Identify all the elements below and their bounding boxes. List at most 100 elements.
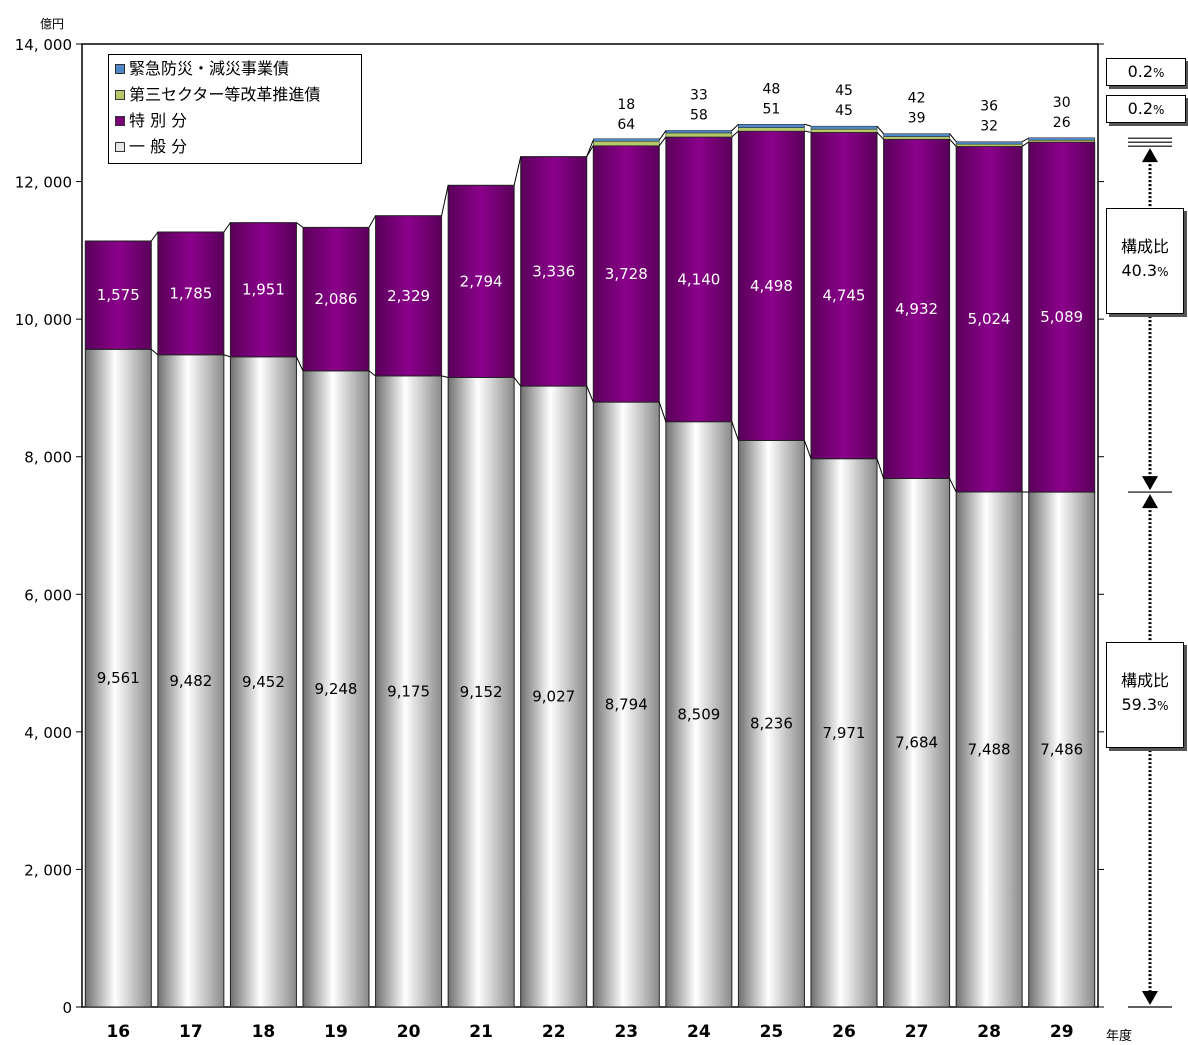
data-label-general-22: 9,027 [532, 688, 575, 706]
bar-third-sector-26 [811, 129, 877, 132]
data-label-special-25: 4,498 [750, 277, 793, 295]
y-tick-label-7: 14, 000 [15, 36, 72, 54]
data-label-third-sector-28: 32 [980, 119, 998, 135]
legend-swatch-general [115, 142, 125, 152]
bar-disaster-25 [738, 124, 804, 127]
data-label-third-sector-23: 64 [617, 117, 635, 133]
legend-label-disaster: 緊急防災・減災事業債 [129, 59, 289, 79]
data-label-third-sector-25: 51 [763, 101, 781, 117]
data-label-disaster-27: 42 [908, 91, 926, 107]
x-tick-label-18: 18 [252, 1022, 276, 1041]
data-label-special-17: 1,785 [169, 284, 212, 302]
legend-item-disaster: 緊急防災・減災事業債 [115, 59, 289, 79]
arrowhead-special-down [1142, 476, 1158, 490]
arrowhead-general-up [1142, 494, 1158, 508]
data-label-third-sector-26: 45 [835, 103, 853, 119]
x-tick-label-27: 27 [905, 1022, 929, 1041]
y-tick-label-0: 0 [62, 999, 72, 1017]
data-label-disaster-25: 48 [763, 81, 781, 97]
bar-disaster-24 [666, 130, 732, 133]
data-label-special-21: 2,794 [460, 272, 503, 290]
data-label-special-23: 3,728 [605, 265, 648, 283]
bar-disaster-26 [811, 126, 877, 129]
data-label-general-27: 7,684 [895, 734, 938, 752]
data-label-special-22: 3,336 [532, 262, 575, 280]
x-tick-label-19: 19 [324, 1022, 348, 1041]
bar-third-sector-27 [884, 137, 950, 140]
ratio-box-disaster: 0.2% [1106, 58, 1186, 86]
data-label-special-20: 2,329 [387, 287, 430, 305]
bar-third-sector-25 [738, 128, 804, 132]
legend-label-third-sector: 第三セクター等改革推進債 [129, 85, 320, 105]
y-tick-label-4: 8, 000 [24, 449, 72, 467]
data-label-general-16: 9,561 [97, 669, 140, 687]
y-tick-label-2: 4, 000 [24, 724, 72, 742]
legend-item-general: 一 般 分 [115, 137, 187, 157]
data-label-general-21: 9,152 [460, 683, 503, 701]
ratio-box-third-sector: 0.2% [1106, 95, 1186, 123]
legend-item-special: 特 別 分 [115, 111, 187, 131]
x-tick-label-26: 26 [832, 1022, 856, 1041]
legend-label-general: 一 般 分 [129, 137, 187, 157]
data-label-general-23: 8,794 [605, 696, 648, 714]
ratio-pct-general: % [1157, 699, 1168, 713]
x-tick-label-23: 23 [614, 1022, 638, 1041]
legend-swatch-special [115, 116, 125, 126]
legend-swatch-third-sector [115, 90, 125, 100]
bar-third-sector-24 [666, 133, 732, 137]
data-label-special-29: 5,089 [1040, 308, 1083, 326]
data-label-third-sector-29: 26 [1053, 115, 1071, 131]
x-tick-label-28: 28 [977, 1022, 1001, 1041]
ratio-pct-third-sector: % [1153, 103, 1164, 117]
data-label-disaster-23: 18 [617, 97, 635, 113]
y-tick-label-1: 2, 000 [24, 861, 72, 879]
ratio-value-third-sector: 0.2 [1128, 99, 1153, 118]
legend: 緊急防災・減災事業債 第三セクター等改革推進債 特 別 分 一 般 分 [108, 54, 362, 164]
ratio-label-general: 構成比 [1107, 669, 1183, 693]
data-label-general-26: 7,971 [823, 724, 866, 742]
x-tick-label-16: 16 [106, 1022, 130, 1041]
legend-swatch-disaster [115, 64, 125, 74]
ratio-box-special: 構成比 40.3% [1106, 208, 1184, 314]
bar-disaster-23 [593, 139, 659, 142]
legend-item-third-sector: 第三セクター等改革推進債 [115, 85, 320, 105]
data-label-disaster-26: 45 [835, 83, 853, 99]
ratio-value-disaster: 0.2 [1128, 62, 1153, 81]
data-label-general-18: 9,452 [242, 673, 285, 691]
data-label-special-27: 4,932 [895, 300, 938, 318]
unit-label: 億円 [40, 17, 64, 31]
data-label-disaster-28: 36 [980, 99, 998, 115]
arrowhead-special-up [1142, 148, 1158, 162]
data-label-general-28: 7,488 [968, 740, 1011, 758]
data-label-disaster-24: 33 [690, 88, 708, 104]
legend-label-special: 特 別 分 [129, 111, 187, 131]
x-tick-label-25: 25 [760, 1022, 784, 1041]
x-tick-label-22: 22 [542, 1022, 566, 1041]
x-tick-label-21: 21 [469, 1022, 493, 1041]
data-label-general-20: 9,175 [387, 682, 430, 700]
x-tick-label-24: 24 [687, 1022, 711, 1041]
bar-disaster-27 [884, 134, 950, 137]
bar-disaster-29 [1029, 138, 1095, 141]
data-label-third-sector-24: 58 [690, 108, 708, 124]
ratio-value-general: 59.3 [1121, 695, 1157, 714]
x-tick-label-17: 17 [179, 1022, 203, 1041]
data-label-special-18: 1,951 [242, 281, 285, 299]
data-label-general-25: 8,236 [750, 715, 793, 733]
ratio-pct-disaster: % [1153, 66, 1164, 80]
data-label-special-28: 5,024 [968, 310, 1011, 328]
y-tick-label-5: 10, 000 [15, 311, 72, 329]
y-tick-label-6: 12, 000 [15, 174, 72, 192]
x-axis-label: 年度 [1106, 1028, 1132, 1041]
x-tick-label-20: 20 [397, 1022, 421, 1041]
x-tick-label-29: 29 [1050, 1022, 1074, 1041]
ratio-value-special: 40.3 [1121, 261, 1157, 280]
arrowhead-general-down [1142, 991, 1158, 1005]
data-label-special-19: 2,086 [315, 290, 358, 308]
ratio-pct-special: % [1157, 265, 1168, 279]
data-label-general-24: 8,509 [677, 705, 720, 723]
ratio-box-general: 構成比 59.3% [1106, 642, 1184, 748]
data-label-general-17: 9,482 [169, 672, 212, 690]
data-label-disaster-29: 30 [1053, 95, 1071, 111]
